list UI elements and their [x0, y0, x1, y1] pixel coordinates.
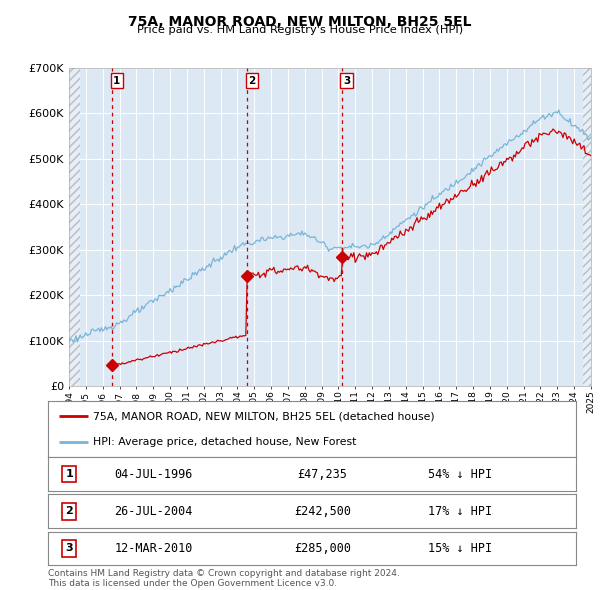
Text: £242,500: £242,500 [294, 504, 351, 518]
Text: £285,000: £285,000 [294, 542, 351, 555]
Text: HPI: Average price, detached house, New Forest: HPI: Average price, detached house, New … [93, 437, 356, 447]
Text: 3: 3 [343, 76, 350, 86]
Text: 2: 2 [248, 76, 256, 86]
Text: 75A, MANOR ROAD, NEW MILTON, BH25 5EL: 75A, MANOR ROAD, NEW MILTON, BH25 5EL [128, 15, 472, 29]
Bar [583, 68, 591, 386]
Text: 04-JUL-1996: 04-JUL-1996 [115, 467, 193, 481]
Text: 1: 1 [113, 76, 121, 86]
Text: 3: 3 [65, 543, 73, 553]
Text: 12-MAR-2010: 12-MAR-2010 [115, 542, 193, 555]
Text: 1: 1 [65, 469, 73, 479]
Text: 15% ↓ HPI: 15% ↓ HPI [428, 542, 492, 555]
Text: 75A, MANOR ROAD, NEW MILTON, BH25 5EL (detached house): 75A, MANOR ROAD, NEW MILTON, BH25 5EL (d… [93, 411, 434, 421]
Text: 26-JUL-2004: 26-JUL-2004 [115, 504, 193, 518]
Text: £47,235: £47,235 [298, 467, 347, 481]
Bar [69, 68, 80, 386]
Text: Price paid vs. HM Land Registry's House Price Index (HPI): Price paid vs. HM Land Registry's House … [137, 25, 463, 35]
Text: 17% ↓ HPI: 17% ↓ HPI [428, 504, 492, 518]
Text: Contains HM Land Registry data © Crown copyright and database right 2024.
This d: Contains HM Land Registry data © Crown c… [48, 569, 400, 588]
Text: 2: 2 [65, 506, 73, 516]
Text: 54% ↓ HPI: 54% ↓ HPI [428, 467, 492, 481]
